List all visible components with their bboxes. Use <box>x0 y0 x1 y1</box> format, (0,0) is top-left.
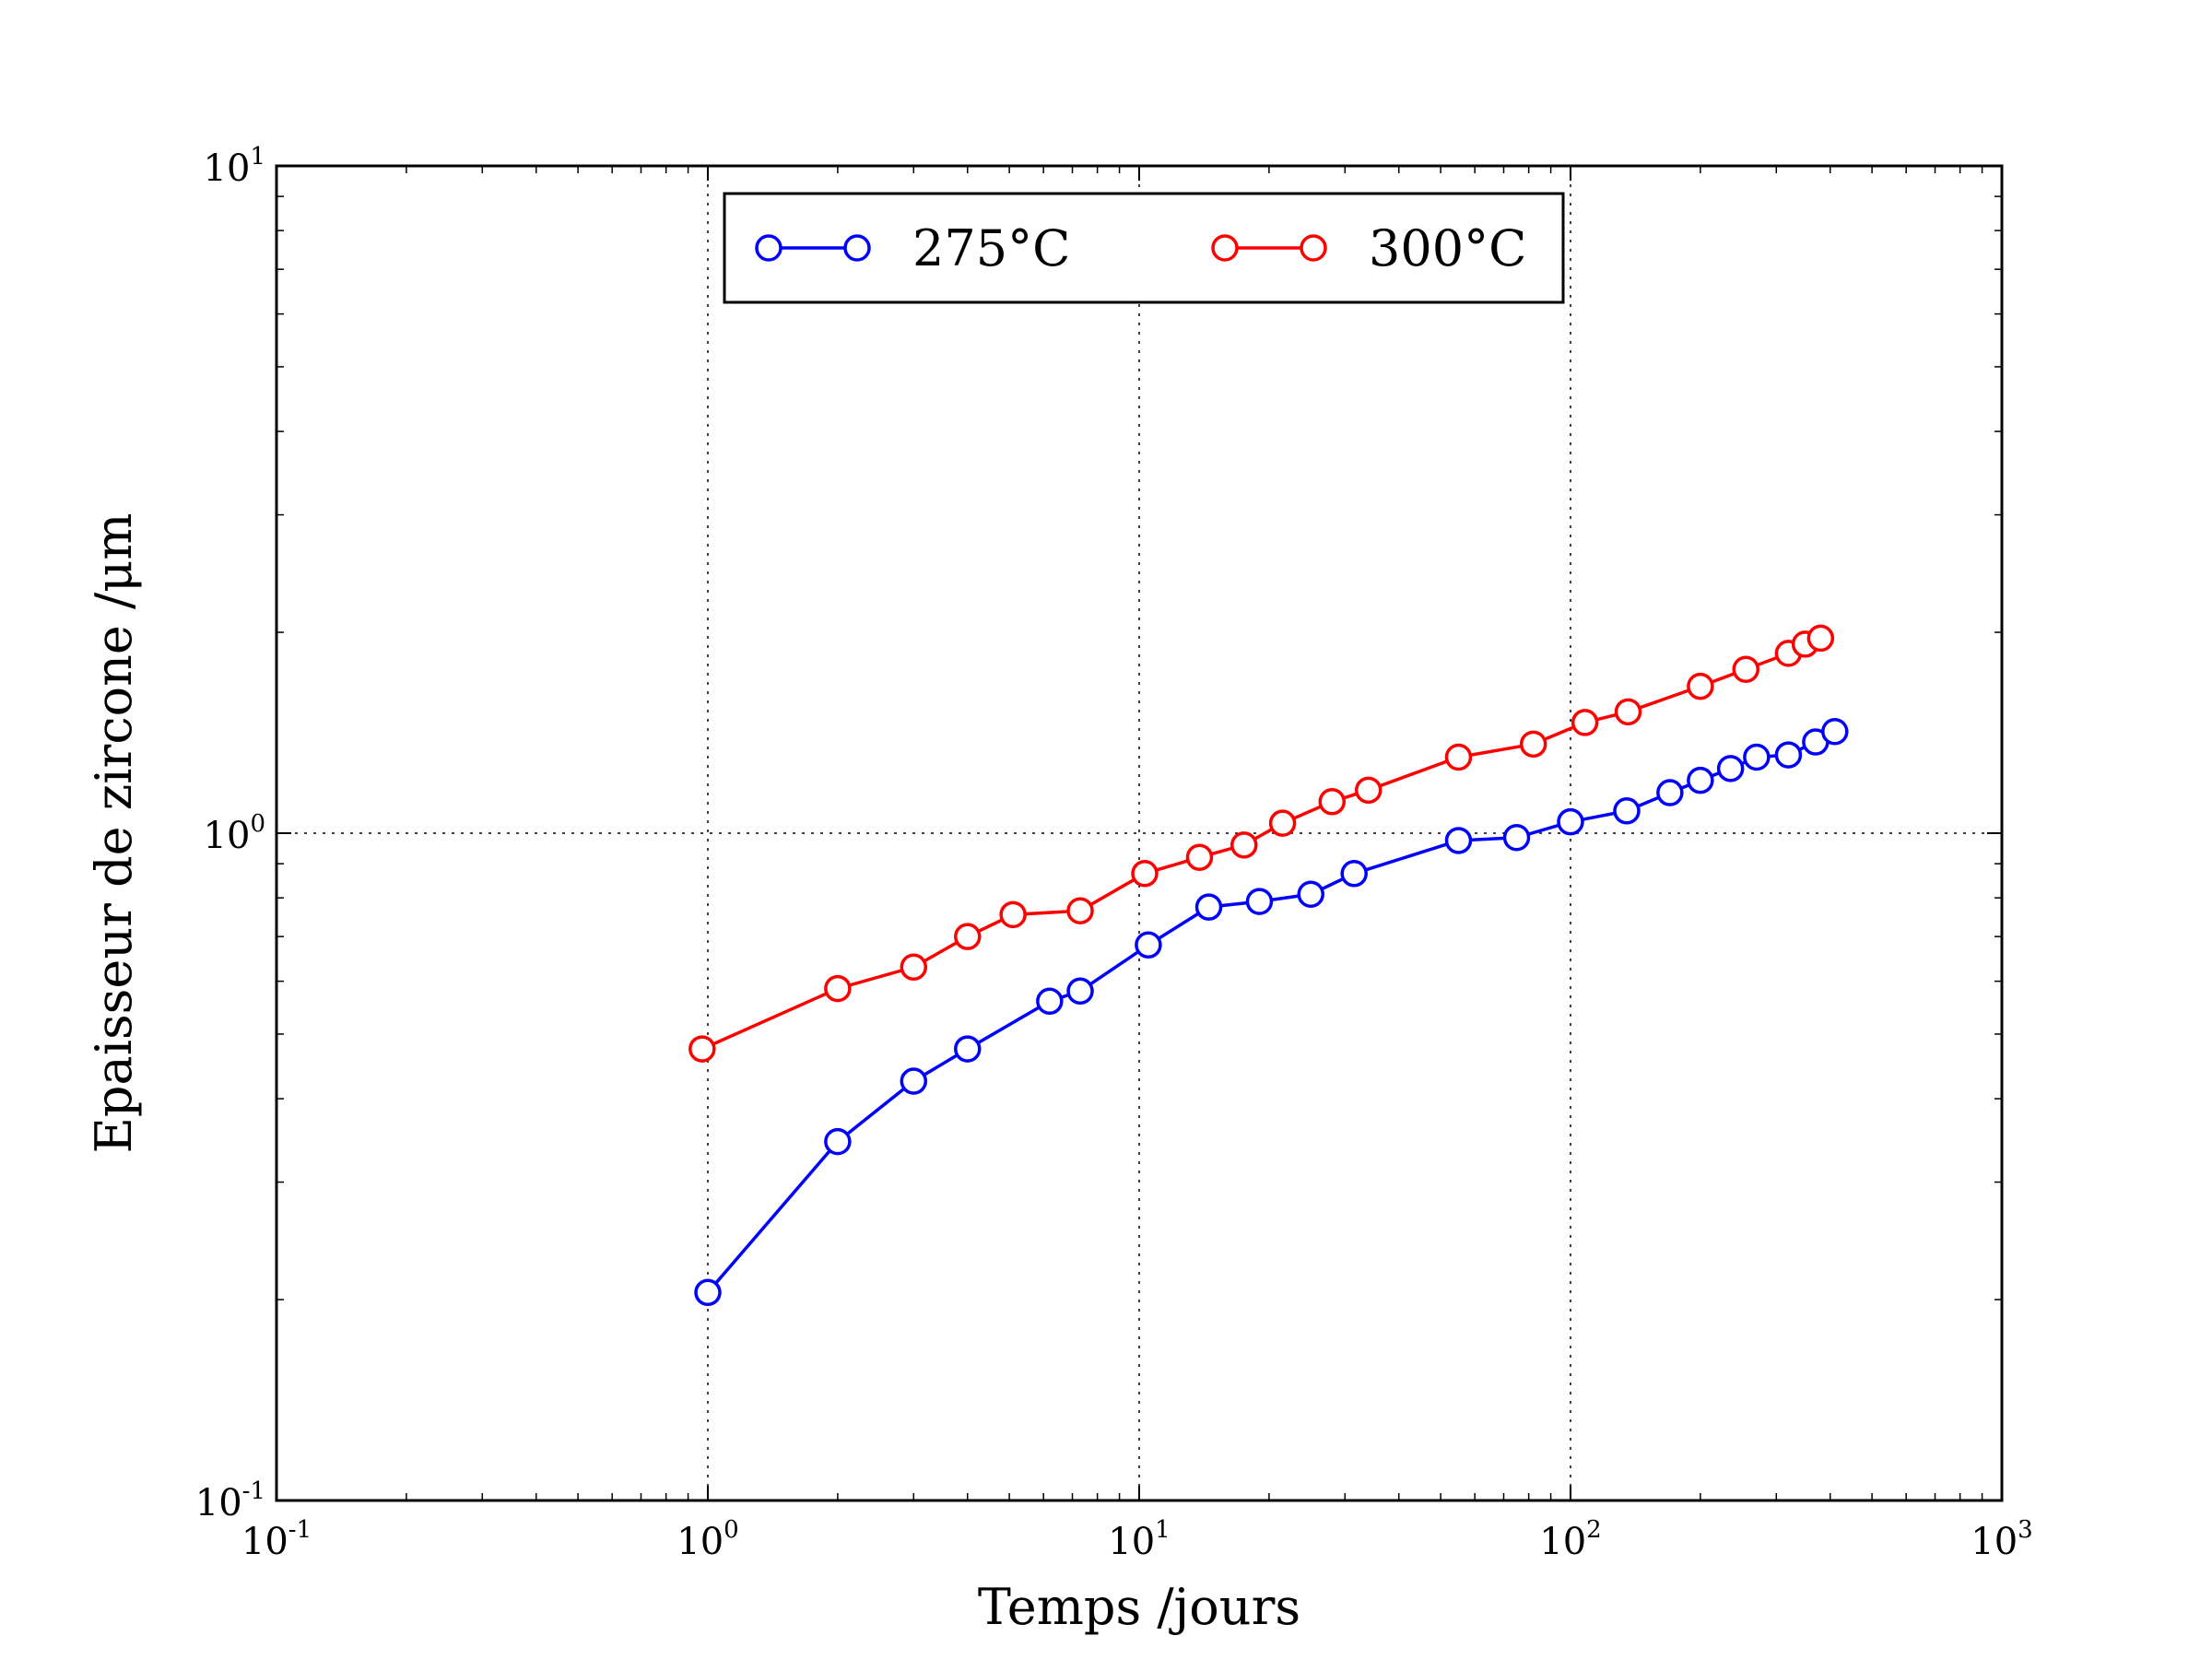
data-point <box>1135 931 1162 959</box>
tick-label: 101 <box>1108 1516 1170 1563</box>
tick-label: 10-1 <box>241 1516 312 1563</box>
data-point <box>1613 797 1641 825</box>
data-point <box>1245 888 1274 915</box>
data-point <box>1614 698 1642 726</box>
data-point <box>1297 880 1324 909</box>
data-point <box>824 1127 852 1156</box>
data-point <box>1743 743 1771 771</box>
tick-label-base: 10 <box>204 147 251 190</box>
tick-label: 101 <box>204 143 265 190</box>
data-point <box>999 900 1027 929</box>
tick-label-base: 10 <box>1971 1521 2018 1563</box>
tick-label-exponent: 0 <box>250 810 265 838</box>
y-axis-title: Epaisseur de zircone /μm <box>85 513 143 1154</box>
tick-label: 100 <box>204 810 265 857</box>
data-point <box>1732 655 1760 683</box>
data-point <box>1687 766 1714 794</box>
data-point <box>1502 824 1531 852</box>
plot-frame <box>275 164 2004 1502</box>
x-tick-labels: 10-1 100 101 102 103 <box>241 1516 2033 1563</box>
series-1 <box>694 717 1849 1307</box>
legend-label: 300°C <box>1369 219 1526 277</box>
tick-label-exponent: 3 <box>2018 1516 2033 1544</box>
data-point <box>688 1035 716 1063</box>
tick-label-exponent: 0 <box>724 1516 739 1544</box>
tick-label-base: 10 <box>677 1521 724 1563</box>
legend-marker <box>843 234 871 262</box>
tick-label-base: 10 <box>1539 1521 1586 1563</box>
tick-label-exponent: -1 <box>242 1477 265 1505</box>
grid-lines <box>276 166 2002 1500</box>
data-point <box>954 1035 982 1063</box>
data-point <box>1066 897 1094 924</box>
data-point <box>1716 755 1745 782</box>
data-point <box>1354 776 1382 805</box>
legend-label: 275°C <box>912 219 1070 277</box>
legend-marker <box>1211 234 1239 262</box>
tick-label: 10-1 <box>195 1477 265 1524</box>
data-point <box>1821 717 1849 746</box>
data-point <box>1194 893 1223 921</box>
series-line <box>706 730 1836 1294</box>
legend-marker <box>755 234 782 262</box>
tick-label-base: 10 <box>195 1482 242 1524</box>
data-point <box>1519 730 1547 759</box>
data-point <box>1185 843 1214 871</box>
legend: 275°C 300°C <box>723 192 1565 304</box>
tick-label-exponent: -1 <box>288 1516 312 1544</box>
tick-label: 100 <box>677 1516 738 1563</box>
data-point <box>1131 860 1159 888</box>
data-point <box>824 974 852 1003</box>
x-axis-title: Temps /jours <box>978 1578 1300 1636</box>
data-point <box>1444 827 1473 854</box>
data-point <box>1318 788 1347 816</box>
data-point <box>1774 741 1803 769</box>
tick-label-exponent: 2 <box>1586 1516 1602 1544</box>
tick-label: 102 <box>1539 1516 1601 1563</box>
data-point <box>694 1278 722 1307</box>
tick-label: 103 <box>1971 1516 2032 1563</box>
series-layer <box>688 624 1849 1307</box>
tick-label-exponent: 1 <box>250 143 265 171</box>
data-point <box>1066 977 1094 1006</box>
data-point <box>1230 831 1258 859</box>
data-point <box>1571 709 1599 736</box>
data-point <box>900 1067 928 1095</box>
tick-label-base: 10 <box>241 1521 288 1563</box>
data-point <box>900 953 928 982</box>
data-point <box>1806 624 1835 653</box>
data-point <box>1687 672 1714 700</box>
data-point <box>1268 809 1297 837</box>
data-point <box>1557 807 1584 836</box>
tick-label-base: 10 <box>1108 1521 1155 1563</box>
data-point <box>954 923 982 950</box>
series-2 <box>688 624 1835 1063</box>
data-point <box>1656 779 1684 806</box>
data-point <box>1444 743 1473 771</box>
data-point <box>1036 987 1064 1016</box>
legend-marker <box>1300 234 1327 262</box>
tick-label-base: 10 <box>204 815 251 857</box>
data-point <box>1340 860 1368 888</box>
tick-label-exponent: 1 <box>1155 1516 1171 1544</box>
